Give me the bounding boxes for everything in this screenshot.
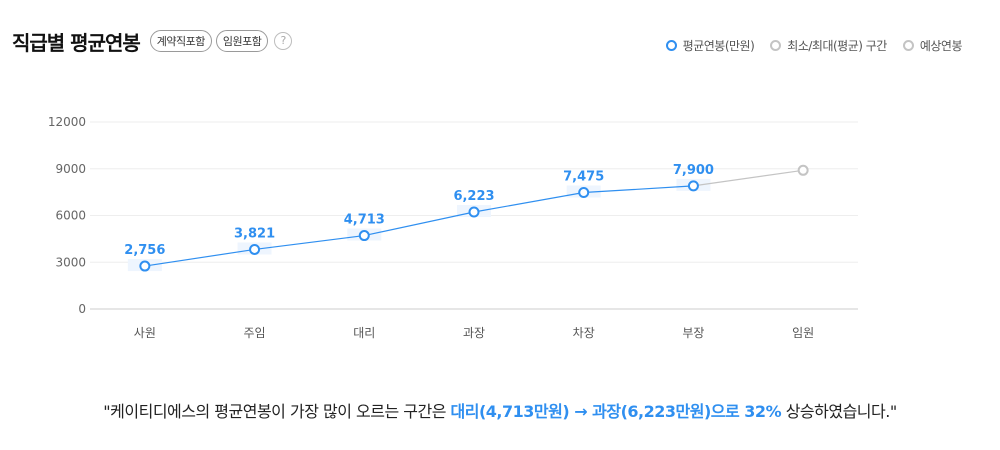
data-point-average (468, 206, 480, 218)
data-point-average (687, 180, 699, 192)
contract-included-badge[interactable]: 계약직포함 (149, 30, 212, 52)
x-tick-label: 사원 (134, 326, 156, 340)
legend-item-average: 평균연봉(만원) (665, 37, 755, 54)
data-label: 2,756 (124, 243, 165, 258)
y-tick-label: 9000 (55, 162, 86, 176)
data-label: 6,223 (453, 189, 494, 204)
summary-suffix: 상승하였습니다." (781, 402, 897, 421)
legend-label-expected: 예상연봉 (919, 39, 963, 53)
data-label: 4,713 (344, 213, 385, 228)
legend-circle-icon (770, 40, 782, 51)
chart-title: 직급별 평균연봉 (12, 30, 141, 55)
data-label: 7,900 (673, 163, 714, 178)
executive-included-badge[interactable]: 임원포함 (215, 30, 269, 52)
x-tick-label: 부장 (682, 326, 704, 340)
y-tick-label: 3000 (55, 255, 86, 269)
y-tick-label: 0 (78, 302, 86, 316)
chart-header: 직급별 평균연봉 계약직포함 임원포함 ? (12, 26, 293, 56)
legend-label-range: 최소/최대(평균) 구간 (787, 39, 887, 53)
y-tick-label: 12000 (48, 115, 86, 129)
y-tick-label: 6000 (55, 209, 86, 223)
salary-line-chart: 12000 9000 6000 3000 0 사원 주임 대리 과장 차장 부장 임원 2,756 3,8… (48, 115, 858, 340)
series-line-expected (693, 169, 804, 187)
x-tick-label: 임원 (792, 326, 814, 340)
data-point-expected (797, 164, 809, 176)
data-label: 7,475 (563, 170, 604, 185)
data-point-average (578, 187, 590, 199)
chart-legend: 평균연봉(만원) 최소/최대(평균) 구간 예상연봉 (650, 37, 963, 54)
legend-label-average: 평균연봉(만원) (682, 39, 755, 53)
data-point-average (249, 243, 261, 255)
x-tick-label: 과장 (463, 326, 485, 340)
legend-item-range: 최소/최대(평균) 구간 (770, 37, 887, 54)
help-icon[interactable]: ? (274, 32, 293, 50)
data-label: 3,821 (234, 226, 275, 241)
data-point-average (139, 260, 151, 272)
legend-item-expected: 예상연봉 (902, 37, 963, 54)
summary-prefix: "케이티디에스의 평균연봉이 가장 많이 오르는 구간은 (103, 402, 451, 421)
x-tick-label: 차장 (573, 326, 595, 340)
legend-circle-icon (665, 40, 677, 51)
series-line-average (144, 185, 694, 267)
summary-highlight: 대리(4,713만원) → 과장(6,223만원)으로 32% (450, 402, 782, 421)
x-tick-label: 주임 (244, 326, 266, 340)
data-point-average (358, 230, 370, 242)
legend-circle-icon (902, 40, 914, 51)
summary-text: "케이티디에스의 평균연봉이 가장 많이 오르는 구간은 대리(4,713만원)… (0, 398, 1000, 422)
x-tick-label: 대리 (353, 326, 375, 340)
